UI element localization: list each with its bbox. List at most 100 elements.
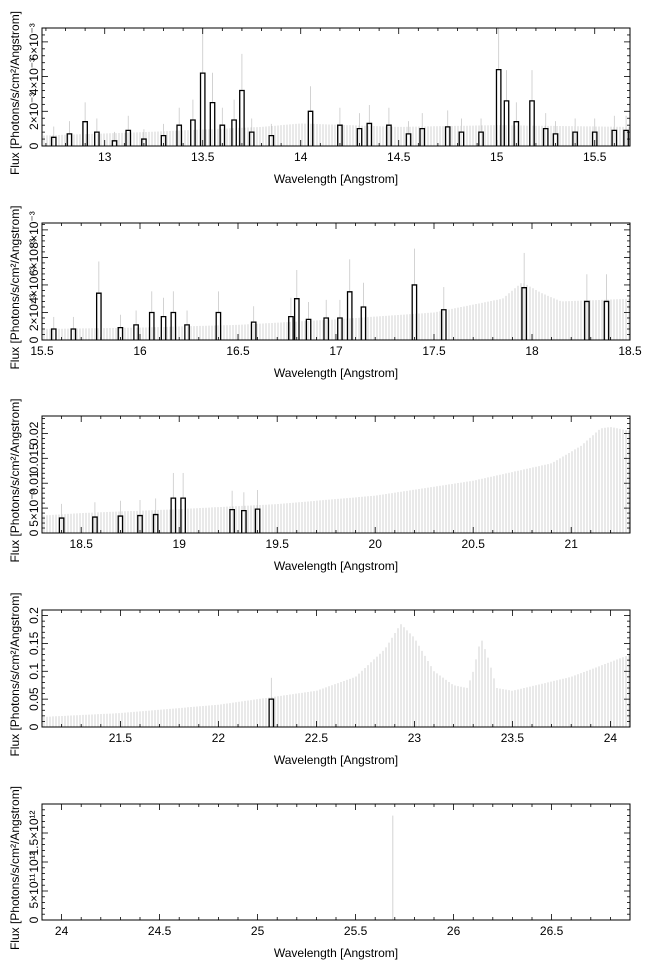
data-bin: [248, 131, 255, 146]
data-bin: [66, 133, 73, 146]
error-bars: [43, 427, 630, 533]
y-tick-label: 0: [27, 529, 41, 536]
data-bin: [50, 328, 57, 340]
data-bin: [584, 300, 590, 340]
data-bin: [542, 127, 549, 146]
x-tick-label: 18: [525, 344, 539, 358]
y-tick-label: 5×10⁻³: [27, 489, 41, 526]
y-tick-label: 6×10⁻³: [27, 239, 41, 276]
data-bin: [458, 131, 465, 146]
x-tick-label: 15.5: [583, 150, 607, 164]
y-tick-label: 2×10⁻³: [27, 93, 41, 130]
data-bin: [250, 321, 257, 340]
data-bin: [611, 129, 618, 146]
data-bin: [623, 129, 629, 146]
y-tick-label: 8×10⁻³: [27, 211, 41, 248]
x-tick-label: 23: [408, 731, 422, 745]
y-tick-label: 0.05: [27, 687, 41, 711]
data-bin: [94, 131, 100, 146]
data-bin: [503, 100, 510, 146]
data-bin: [95, 292, 102, 340]
data-bin: [254, 508, 261, 533]
data-bin: [50, 136, 57, 146]
data-bin: [305, 318, 312, 340]
data-bin: [133, 324, 139, 340]
y-tick-label: 0.2: [27, 607, 41, 624]
y-tick-label: 2×10⁻³: [27, 294, 41, 331]
data-series: [268, 677, 275, 727]
data-bin: [478, 131, 484, 146]
plot-frame: [41, 27, 631, 147]
x-tick-label: 26.5: [540, 924, 564, 938]
y-tick-label: 0.1: [27, 663, 41, 680]
data-bin: [288, 315, 294, 340]
error-bars: [43, 624, 630, 727]
x-tick-label: 13.5: [191, 150, 215, 164]
x-tick-label: 21: [565, 537, 579, 551]
y-axis-label: Flux [Photons/s/cm²/Angstrom]: [8, 398, 22, 562]
x-tick-label: 13: [98, 150, 112, 164]
data-bin: [337, 317, 343, 340]
y-tick-label: 5×10¹¹: [27, 873, 41, 908]
data-bin: [190, 119, 196, 146]
panel-4: 21.5 22 22.5 23 23.5 24 0 0.05 0.1 0.15 0.2 Wavelen…: [8, 592, 631, 767]
y-tick-label: 0: [27, 916, 41, 923]
error-bars: [43, 283, 630, 340]
x-tick-label: 16.5: [226, 344, 250, 358]
x-tick-label: 24: [604, 731, 618, 745]
y-axis-label: Flux [Photons/s/cm²/Angstrom]: [8, 786, 22, 950]
data-bin: [419, 127, 426, 146]
data-bin: [307, 110, 314, 146]
panel-2: 15.5 16 16.5 17 17.5 18 18.5 0 2×10⁻³4×10⁻³6×10⁻…: [8, 205, 642, 380]
data-bin: [268, 134, 275, 146]
x-tick-label: 18.5: [618, 344, 642, 358]
x-tick-label: 14.5: [387, 150, 411, 164]
data-bin: [591, 131, 598, 146]
y-tick-label: 0: [27, 723, 41, 730]
y-tick-label: 6×10⁻³: [27, 23, 41, 60]
data-bin: [231, 119, 237, 146]
data-bin: [70, 328, 77, 340]
data-bin: [219, 124, 226, 146]
y-tick-label: 4×10⁻³: [27, 58, 41, 95]
x-tick-label: 17.5: [422, 344, 446, 358]
data-bin: [529, 100, 535, 146]
x-tick-label: 15.5: [30, 344, 54, 358]
y-tick-label: 0: [27, 142, 41, 149]
x-tick-label: 18.5: [70, 537, 94, 551]
error-bars: [43, 123, 630, 146]
y-axis-label: Flux [Photons/s/cm²/Angstrom]: [8, 11, 22, 175]
data-bin: [268, 698, 275, 727]
y-axis-label: Flux [Photons/s/cm²/Angstrom]: [8, 592, 22, 756]
data-bin: [440, 309, 447, 340]
data-bin: [170, 497, 177, 533]
y-tick-label: 0.02: [27, 421, 41, 445]
x-tick-label: 22: [212, 731, 226, 745]
x-axis-label: Wavelength [Angstrom]: [274, 559, 398, 573]
x-tick-label: 22.5: [305, 731, 329, 745]
data-bin: [176, 124, 183, 146]
data-bin: [58, 517, 65, 533]
y-tick-label: 0: [27, 336, 41, 343]
x-tick-label: 16: [133, 344, 147, 358]
data-bin: [137, 514, 143, 533]
y-tick-label: 10¹²: [27, 851, 41, 872]
data-bin: [356, 127, 363, 146]
panel-1: 13 13.5 14 14.5 15 15.5 0 2×10⁻³4×10⁻³6×10⁻³ Wav…: [8, 11, 631, 186]
y-tick-label: 0.15: [27, 631, 41, 655]
x-tick-label: 14: [294, 150, 308, 164]
x-axis-label: Wavelength [Angstrom]: [274, 946, 398, 960]
x-tick-label: 24: [55, 924, 69, 938]
x-tick-label: 26: [447, 924, 461, 938]
data-bin: [603, 300, 610, 340]
data-series: [58, 472, 261, 533]
data-bin: [552, 133, 559, 146]
data-bin: [148, 311, 155, 340]
data-bin: [111, 140, 118, 146]
data-series: [50, 248, 610, 340]
x-tick-label: 24.5: [148, 924, 172, 938]
x-tick-label: 15: [490, 150, 504, 164]
data-bin: [215, 311, 222, 340]
